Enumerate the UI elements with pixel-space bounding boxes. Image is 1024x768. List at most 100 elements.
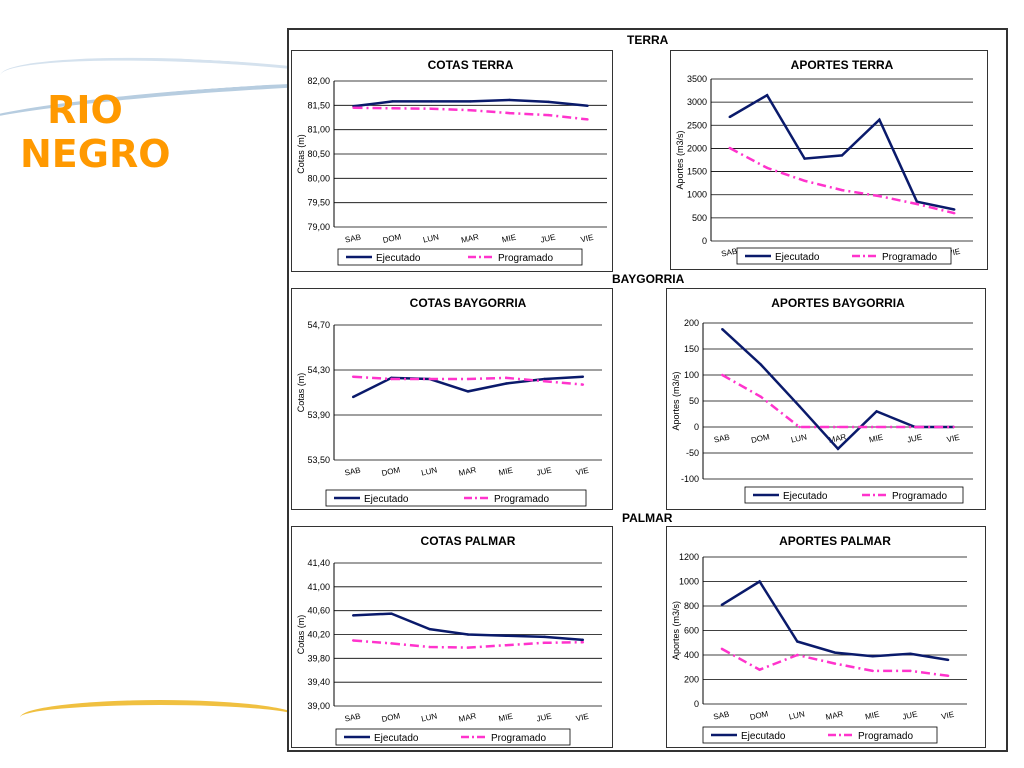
legend-box (335, 728, 571, 746)
chart-cotas-terra: COTAS TERRA 79,00 79,50 80,00 80,50 81,00 81,5… (291, 50, 613, 272)
series-line-ejecutado (721, 579, 949, 662)
legend: Ejecutado Programado (335, 728, 571, 746)
y-tick-label: 2000 (687, 143, 707, 153)
y-tick-label: 80,00 (307, 173, 330, 183)
legend-label: Ejecutado (783, 491, 828, 502)
x-tick-label: MIE (498, 466, 514, 478)
legend: Ejecutado Programado (736, 247, 952, 265)
x-tick-label: SAB (344, 465, 362, 477)
data-point (721, 328, 724, 331)
data-point (909, 652, 912, 655)
data-point (758, 580, 761, 583)
data-point (720, 603, 724, 606)
y-tick-label: 2500 (687, 120, 707, 130)
slide-title-line2: NEGRO (20, 132, 171, 176)
chart-svg: APORTES PALMAR 0 200 400 600 800 1000 1200 SAB DO… (671, 534, 967, 744)
x-tick-label: MIE (868, 433, 884, 445)
legend-label: Ejecutado (775, 252, 820, 263)
data-point (878, 194, 881, 198)
data-point (798, 405, 801, 408)
x-tick-label: VIE (575, 466, 589, 477)
y-tick-label: 0 (702, 236, 707, 246)
data-point (505, 376, 508, 380)
x-tick-label: MIE (864, 710, 880, 722)
data-point (796, 640, 799, 643)
y-tick-label: 200 (684, 675, 699, 685)
x-tick-label: SAB (720, 246, 738, 258)
data-point (391, 107, 394, 110)
data-point (833, 662, 837, 665)
y-tick-label: 41,40 (307, 558, 330, 568)
section-label-baygorria: BAYGORRIA (612, 272, 685, 286)
x-tick-label: MAR (460, 232, 479, 245)
x-tick-label: MIE (501, 233, 517, 245)
x-tick-label: MAR (458, 465, 477, 478)
data-point (581, 375, 585, 378)
y-tick-label: 1000 (687, 190, 707, 200)
y-axis-label: Cotas (m) (296, 373, 306, 413)
data-point (836, 425, 840, 429)
data-point (798, 425, 801, 429)
data-point (390, 642, 393, 645)
data-point (728, 146, 731, 150)
data-point (878, 118, 881, 121)
x-tick-label: DOM (381, 465, 401, 478)
y-tick-label: 0 (694, 699, 699, 709)
chart-svg: APORTES TERRA 0 500 1000 1500 2000 2500 3000 350… (675, 58, 973, 265)
section-label-terra: TERRA (627, 33, 669, 47)
x-tick-label: JUE (906, 433, 923, 445)
chart-aportes_baygorria: APORTES BAYGORRIA -100 -50 0 50 100 150 200 SAB D… (671, 296, 973, 504)
data-point (466, 377, 470, 381)
y-tick-label: 400 (684, 650, 699, 660)
data-point (871, 669, 874, 673)
y-tick-label: 600 (684, 626, 699, 636)
x-tick-label: DOM (749, 709, 769, 722)
y-tick-label: -100 (681, 474, 699, 484)
data-point (946, 658, 950, 662)
y-tick-label: 3500 (687, 74, 707, 84)
data-point (505, 644, 508, 647)
chart-aportes-baygorria: APORTES BAYGORRIA -100 -50 0 50 100 150 200 SAB D… (666, 288, 986, 510)
data-point (390, 377, 393, 381)
data-point (351, 639, 355, 642)
slide-title-line1: RIO (47, 88, 123, 132)
x-tick-label: LUN (420, 711, 438, 723)
data-point (390, 612, 393, 615)
data-point (505, 382, 508, 385)
y-tick-label: 500 (692, 213, 707, 223)
data-point (759, 363, 763, 366)
chart-cotas-palmar: COTAS PALMAR 39,00 39,40 39,80 40,20 40,60 41,… (291, 526, 613, 748)
data-point (720, 647, 724, 651)
data-point (836, 447, 840, 451)
y-tick-label: 81,50 (307, 100, 330, 110)
chart-title: COTAS BAYGORRIA (410, 296, 527, 310)
data-point (946, 674, 950, 678)
y-axis-label: Aportes (m3/s) (675, 130, 685, 189)
y-tick-label: 41,00 (307, 582, 330, 592)
chart-svg: COTAS BAYGORRIA 53,50 53,90 54,30 54,70 SAB DO… (296, 296, 602, 507)
series-line-ejecutado (721, 328, 954, 451)
x-tick-label: DOM (381, 711, 401, 724)
x-tick-label: MIE (498, 712, 514, 724)
chart-aportes-terra: APORTES TERRA 0 500 1000 1500 2000 2500 3000 350… (670, 50, 988, 270)
y-tick-label: 0 (694, 422, 699, 432)
data-point (543, 377, 546, 381)
chart-title: APORTES PALMAR (779, 534, 891, 548)
legend: Ejecutado Programado (744, 486, 964, 504)
legend: Ejecutado Programado (702, 726, 938, 744)
data-point (953, 212, 956, 215)
y-tick-label: 39,40 (307, 677, 330, 687)
legend-label: Ejecutado (376, 253, 421, 264)
x-tick-label: LUN (422, 232, 440, 244)
data-point (909, 669, 912, 673)
x-tick-label: JUE (540, 233, 557, 245)
y-tick-label: 3000 (687, 97, 707, 107)
chart-svg: COTAS PALMAR 39,00 39,40 39,80 40,20 40,60 41,… (296, 534, 602, 746)
legend-label: Ejecutado (364, 494, 409, 505)
data-point (469, 100, 472, 103)
data-point (875, 425, 878, 429)
series-line-ejecutado (353, 612, 583, 642)
y-tick-label: 40,60 (307, 606, 330, 616)
legend-box (736, 247, 952, 265)
x-tick-label: SAB (344, 232, 362, 244)
